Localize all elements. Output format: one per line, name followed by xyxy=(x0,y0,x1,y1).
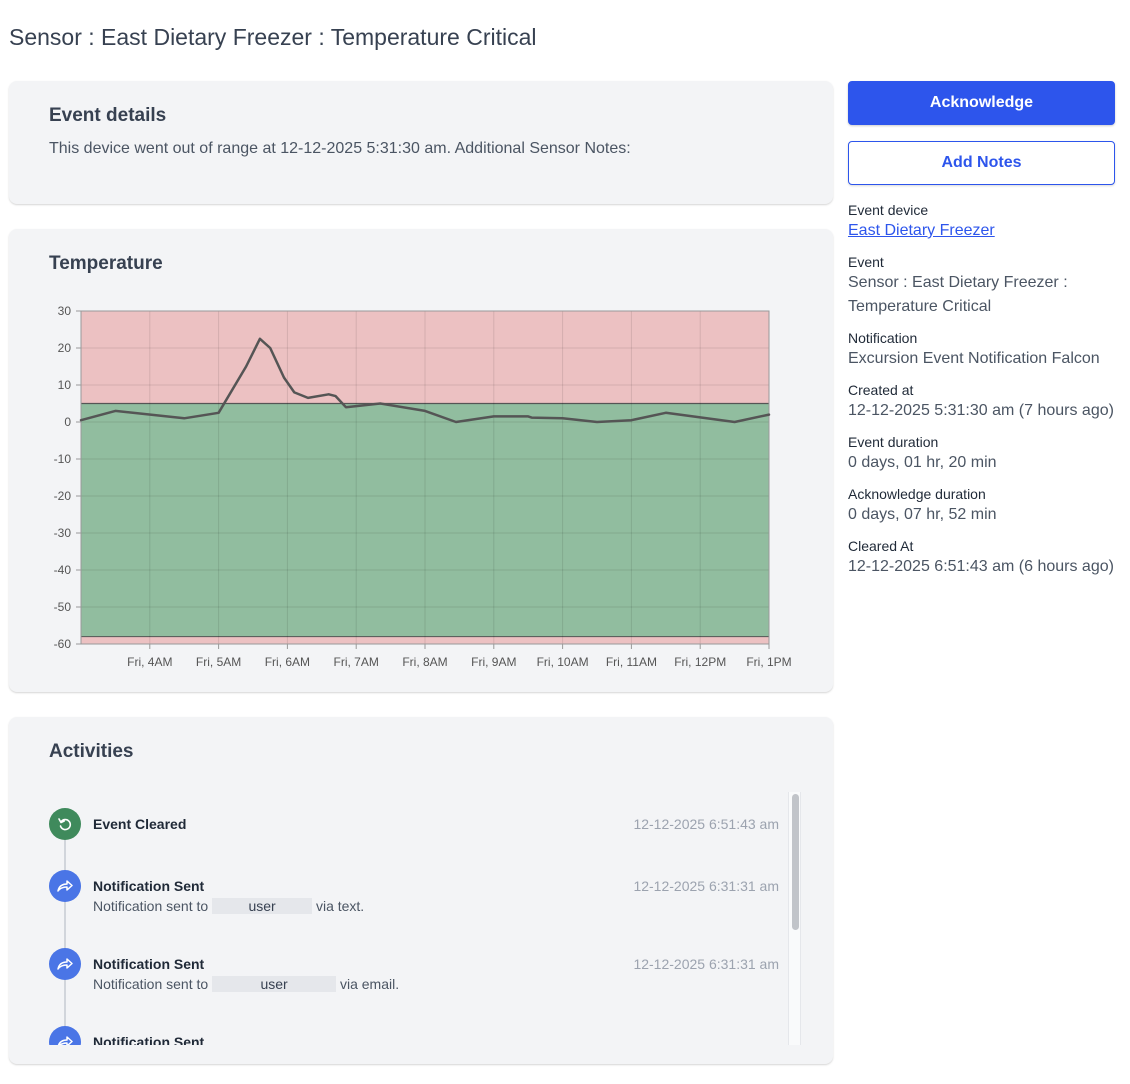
undo-icon xyxy=(49,808,81,840)
chart-x-tick-label: Fri, 8AM xyxy=(402,655,447,669)
activity-list[interactable]: Event Cleared 12-12-2025 6:51:43 am Noti… xyxy=(49,792,779,1045)
share-icon xyxy=(49,1026,81,1045)
activities-heading: Activities xyxy=(49,741,134,762)
activity-sub-suffix: via text. xyxy=(315,898,365,914)
activity-sub-prefix: Notification sent to xyxy=(93,976,209,992)
activity-sub-prefix: Notification sent to xyxy=(93,898,209,914)
cleared-at-value: 12-12-2025 6:51:43 am (6 hours ago) xyxy=(848,558,1114,575)
share-icon xyxy=(49,870,81,902)
chart-x-tick-label: Fri, 4AM xyxy=(127,655,172,669)
chart-y-tick-label: -30 xyxy=(54,526,72,540)
event-details-heading: Event details xyxy=(49,105,167,126)
event-duration-label: Event duration xyxy=(848,434,939,450)
activity-scrollbar[interactable] xyxy=(788,792,801,1045)
chart-y-tick-label: -50 xyxy=(54,600,72,614)
activity-time: 12-12-2025 6:51:43 am xyxy=(633,816,779,832)
event-details-text: This device went out of range at 12-12-2… xyxy=(49,140,631,157)
chart-x-tick-label: Fri, 9AM xyxy=(471,655,516,669)
chart-x-tick-label: Fri, 12PM xyxy=(674,655,726,669)
activity-subtitle: Notification sent to user via text. xyxy=(93,898,364,914)
acknowledge-duration-value: 0 days, 07 hr, 52 min xyxy=(848,506,997,523)
page-title: Sensor : East Dietary Freezer : Temperat… xyxy=(9,24,537,50)
activity-sub-suffix: via email. xyxy=(339,976,400,992)
activity-title: Notification Sent xyxy=(93,1034,205,1045)
chart-x-tick-label: Fri, 5AM xyxy=(196,655,241,669)
event-value: Sensor : East Dietary Freezer : Temperat… xyxy=(848,274,1068,315)
notification-value: Excursion Event Notification Falcon xyxy=(848,350,1100,367)
event-info-panel: Event device East Dietary Freezer Event … xyxy=(848,201,1118,589)
chart-band-low-out-of-range xyxy=(81,636,769,644)
cleared-at-label: Cleared At xyxy=(848,538,914,554)
activity-title: Notification Sent xyxy=(93,956,205,972)
timeline-line xyxy=(64,812,66,1045)
acknowledge-duration-label: Acknowledge duration xyxy=(848,486,986,502)
chart-y-tick-label: 10 xyxy=(58,378,72,392)
chart-x-tick-label: Fri, 7AM xyxy=(334,655,379,669)
scrollbar-thumb[interactable] xyxy=(792,794,799,930)
share-icon xyxy=(49,948,81,980)
acknowledge-button[interactable]: Acknowledge xyxy=(848,81,1115,125)
event-label: Event xyxy=(848,254,884,270)
temperature-card: Temperature 30 20 10 0 -10 -20 -30 -40 -50 -60 Fri… xyxy=(9,229,833,692)
chart-x-tick-label: Fri, 11AM xyxy=(606,655,657,669)
chart-temperature-line xyxy=(79,337,771,424)
add-notes-button[interactable]: Add Notes xyxy=(848,141,1115,185)
chart-y-tick-label: 20 xyxy=(58,341,72,355)
chart-band-high-out-of-range xyxy=(81,311,769,404)
chart-x-tick-label: Fri, 1PM xyxy=(746,655,791,669)
chart-y-tick-label: -60 xyxy=(54,637,72,651)
event-duration-value: 0 days, 01 hr, 20 min xyxy=(848,454,997,471)
chart-x-tick-label: Fri, 10AM xyxy=(537,655,589,669)
activities-card: Activities Event Cleared 12-12-2025 6:51… xyxy=(9,717,833,1064)
activity-item: Notification Sent Notification sent to u… xyxy=(49,870,779,930)
activity-title: Notification Sent xyxy=(93,878,205,894)
activity-item: Notification Sent xyxy=(49,1026,779,1045)
notification-label: Notification xyxy=(848,330,918,346)
event-device-link[interactable]: East Dietary Freezer xyxy=(848,222,995,239)
chart-y-tick-label: -10 xyxy=(54,452,72,466)
activity-item: Event Cleared 12-12-2025 6:51:43 am xyxy=(49,808,779,868)
created-at-label: Created at xyxy=(848,382,914,398)
event-details-card: Event details This device went out of ra… xyxy=(9,81,833,204)
chart-x-tick-label: Fri, 6AM xyxy=(265,655,310,669)
created-at-value: 12-12-2025 5:31:30 am (7 hours ago) xyxy=(848,402,1114,419)
event-device-label: Event device xyxy=(848,202,929,218)
chart-y-tick-label: 0 xyxy=(64,415,71,429)
temperature-heading: Temperature xyxy=(49,253,163,274)
chart-y-tick-label: 30 xyxy=(58,304,72,318)
chart-band-in-range xyxy=(81,403,769,637)
activity-title: Event Cleared xyxy=(93,816,187,832)
activity-time: 12-12-2025 6:31:31 am xyxy=(633,956,779,972)
activity-subtitle: Notification sent to user via email. xyxy=(93,976,399,992)
redacted-user: user xyxy=(212,898,313,914)
chart-y-tick-label: -40 xyxy=(54,563,72,577)
activity-time: 12-12-2025 6:31:31 am xyxy=(633,878,779,894)
chart-plot-frame xyxy=(80,310,770,645)
redacted-user: user xyxy=(212,976,337,992)
activity-item: Notification Sent Notification sent to u… xyxy=(49,948,779,1008)
temperature-chart: 30 20 10 0 -10 -20 -30 -40 -50 -60 Fri, 4AM Fri, 5A… xyxy=(54,304,792,669)
chart-y-tick-label: -20 xyxy=(54,489,72,503)
